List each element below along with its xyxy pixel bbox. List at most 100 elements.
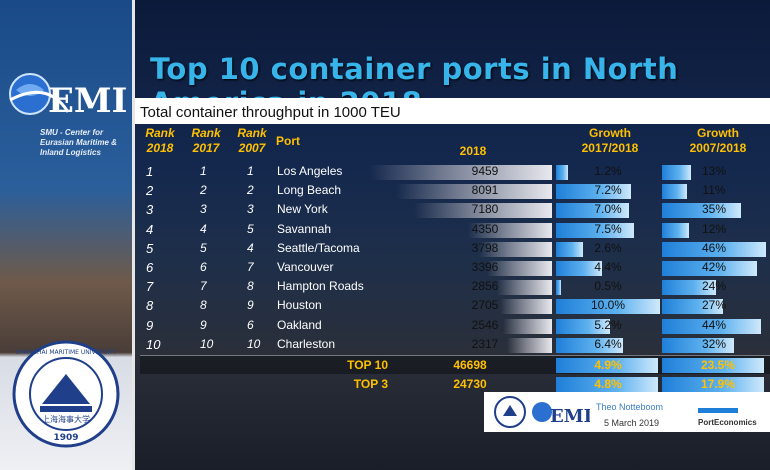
credit-date: 5 March 2019 [604,418,660,428]
emil-logo-caption: SMU - Center for Eurasian Maritime & Inl… [40,128,117,157]
total-g1-top10: 4.9% [594,358,622,372]
growth-2017-2018-bar [556,319,610,334]
rank-2017: 5 [200,241,207,255]
total-value-top3: 24730 [453,377,487,391]
port-name: Seattle/Tacoma [277,241,360,255]
total-g2-top3: 17.9% [700,377,736,391]
header-growth-2017-2018: Growth 2017/2018 [581,126,639,155]
throughput-value: 2546 [471,318,499,332]
growth-2017-2018-value: 4.4% [594,260,622,274]
growth-2007-2018-value: 12% [701,222,727,236]
rank-2018: 8 [146,298,154,313]
growth-2017-2018-value: 6.4% [594,337,622,351]
throughput-value: 2705 [471,298,499,312]
growth-2007-2018-value: 24% [701,279,727,293]
rank-2017: 7 [200,279,207,293]
total-bar-top3-g2 [662,377,764,392]
growth-2017-2018-value: 2.6% [594,241,622,255]
rank-2007: 6 [247,318,254,332]
smu-seal: 上海海事大学 1909 SHANGHAI MARITIME UNIVERSITY [12,340,120,448]
rank-2017: 6 [200,260,207,274]
growth-2007-2018-value: 27% [701,298,727,312]
total-label-top10: TOP 10 [347,358,388,372]
rank-2007: 5 [247,222,254,236]
throughput-bar [503,319,552,334]
rank-2007: 10 [247,337,261,351]
growth-2007-2018-bar [662,299,723,314]
smu-name: SHANGHAI MARITIME UNIVERSITY [15,349,116,356]
throughput-value: 8091 [471,183,499,197]
growth-2007-2018-bar [662,242,766,257]
rank-2007: 3 [247,202,254,216]
total-value-top10: 46698 [453,358,487,372]
growth-2007-2018-bar [662,223,689,238]
header-growth-2007-2018: Growth 2007/2018 [689,126,747,155]
rank-2018: 3 [146,202,154,217]
emil-small-logo: EMIL [532,402,590,427]
total-g1-top3: 4.8% [594,377,622,391]
throughput-bar [479,242,552,257]
rank-2017: 4 [200,222,207,236]
port-name: Long Beach [277,183,342,197]
rank-2007: 8 [247,279,254,293]
growth-2007-2018-value: 11% [702,183,726,197]
port-name: Los Angeles [277,164,343,178]
growth-2017-2018-value: 10.0% [590,298,626,312]
header-2018: 2018 [459,144,487,158]
throughput-value: 2856 [471,279,499,293]
growth-2017-2018-bar [556,338,623,353]
rank-2017: 3 [200,202,207,216]
throughput-value: 3396 [471,260,499,274]
growth-2007-2018-value: 32% [701,337,727,351]
total-bar-top10-g2 [662,358,764,373]
subtitle-band [135,98,770,124]
smu-year: 1909 [53,433,78,443]
rank-2018: 1 [146,164,154,179]
rank-2007: 7 [247,260,254,274]
port-name: Charleston [277,337,336,351]
throughput-bar [497,280,552,295]
throughput-value: 2317 [471,337,499,351]
growth-2007-2018-bar [662,319,761,334]
port-name: Oakland [277,318,322,332]
rank-2018: 4 [146,222,154,237]
port-name: Hampton Roads [277,279,364,293]
throughput-bar [396,184,552,199]
growth-2007-2018-value: 44% [701,318,727,332]
rank-2017: 8 [200,298,207,312]
growth-2017-2018-value: 0.5% [594,279,622,293]
growth-2007-2018-value: 46% [701,241,727,255]
port-name: Houston [277,298,322,312]
header-rank-2017: Rank 2017 [191,126,221,155]
throughput-bar [500,299,552,314]
rank-2017: 1 [200,164,207,178]
porteconomics-logo-bar [698,408,738,413]
header-rank-2018: Rank 2018 [145,126,175,155]
smu-small-logo [494,396,526,428]
growth-2007-2018-bar [662,165,691,180]
rank-2017: 10 [200,337,214,351]
growth-2017-2018-bar [556,261,602,276]
credit-author: Theo Notteboom [596,402,664,412]
growth-2017-2018-value: 5.2% [594,318,622,332]
throughput-bar [468,223,552,238]
sidebar-divider [132,0,135,470]
rank-2017: 2 [200,183,207,197]
rank-2007: 1 [247,164,254,178]
port-name: New York [277,202,328,216]
rank-2007: 4 [247,241,254,255]
growth-2017-2018-value: 1.2% [594,164,622,178]
growth-2017-2018-bar [556,242,583,257]
growth-2007-2018-value: 35% [701,202,727,216]
port-name: Savannah [277,222,332,236]
throughput-value: 4350 [471,222,499,236]
total-g2-top10: 23.5% [700,358,736,372]
growth-2017-2018-bar [556,184,631,199]
totals-separator [140,355,770,356]
growth-2017-2018-bar [556,299,660,314]
growth-2017-2018-bar [556,203,629,218]
rank-2018: 6 [146,260,154,275]
total-bar-top3-g1 [556,377,658,392]
credit-brand: PortEconomics [698,418,757,427]
